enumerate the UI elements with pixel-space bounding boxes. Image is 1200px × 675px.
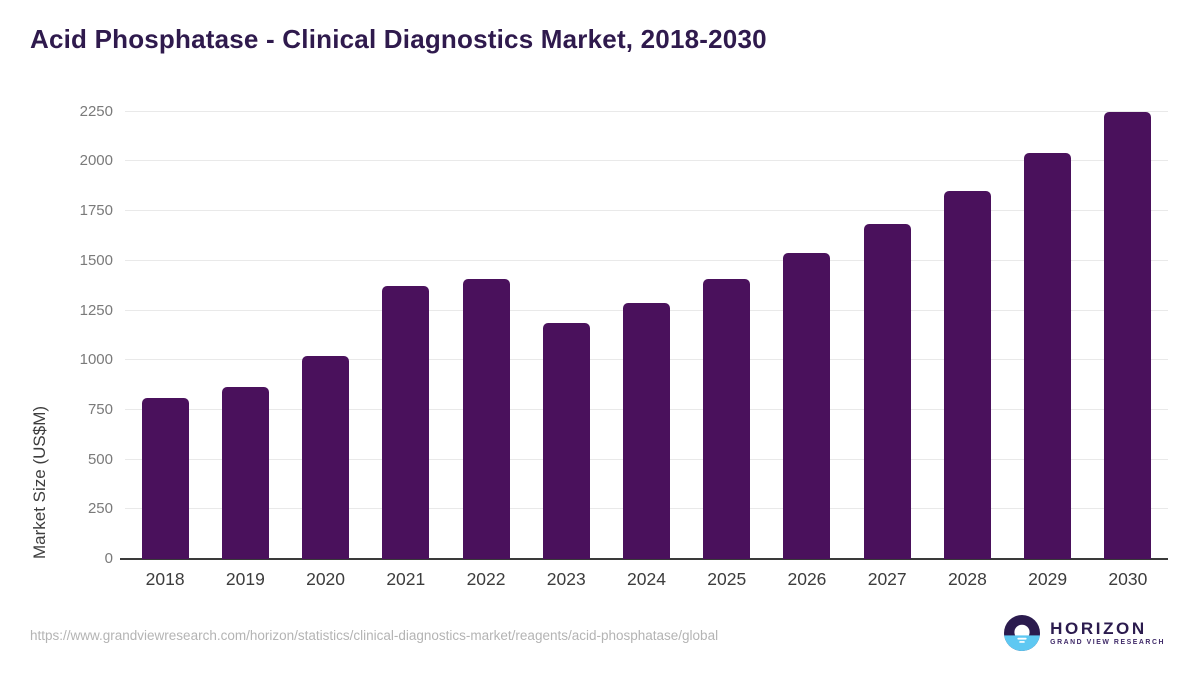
- logo-subtitle: GRAND VIEW RESEARCH: [1050, 639, 1165, 646]
- y-tick-label-1500: 1500: [79, 251, 113, 269]
- x-tick-label-2021: 2021: [386, 569, 426, 589]
- horizon-sun-icon: [1004, 615, 1041, 651]
- x-tick-label-2028: 2028: [947, 569, 987, 589]
- x-tick-label-2026: 2026: [787, 569, 827, 589]
- logo-text: HORIZON GRAND VIEW RESEARCH: [1050, 619, 1165, 647]
- bar-2021: [382, 285, 430, 559]
- y-tick-label-1000: 1000: [79, 351, 113, 369]
- x-tick-label-2030: 2030: [1108, 569, 1148, 589]
- bar-2023: [542, 323, 590, 559]
- y-tick-label-1250: 1250: [79, 301, 113, 319]
- x-tick-label-2020: 2020: [306, 569, 346, 589]
- plot-area: 0 250 500 750 1000 1250 1500 1750 2000 2250 2018 20…: [80, 100, 1168, 589]
- bar-2019: [221, 387, 269, 559]
- bar-2027: [863, 224, 911, 559]
- y-tick-label-250: 250: [87, 500, 113, 518]
- y-axis-title: Market Size (US$M): [30, 405, 49, 559]
- gridline-1750: [125, 210, 1168, 212]
- bar-2028: [943, 191, 991, 559]
- logo-name: HORIZON: [1050, 619, 1147, 638]
- x-tick-label-2024: 2024: [627, 569, 666, 589]
- bar-2026: [783, 252, 831, 559]
- bar-2022: [462, 278, 510, 559]
- x-tick-label-2023: 2023: [546, 569, 586, 589]
- bar-2024: [623, 302, 670, 559]
- footer: https://www.grandviewresearch.com/horizo…: [0, 613, 1200, 675]
- source-url: https://www.grandviewresearch.com/horizo…: [30, 628, 719, 643]
- y-tick-label-2000: 2000: [79, 152, 113, 170]
- gridline-2250: [125, 110, 1168, 112]
- y-tick-label-2250: 2250: [79, 102, 113, 120]
- chart-title: Acid Phosphatase - Clinical Diagnostics …: [30, 24, 767, 54]
- horizon-logo: HORIZON GRAND VIEW RESEARCH: [1004, 615, 1165, 651]
- bar-2025: [703, 278, 751, 559]
- x-tick-label-2022: 2022: [466, 569, 506, 589]
- y-tick-label-750: 750: [87, 400, 113, 418]
- x-tick-label-2029: 2029: [1028, 569, 1068, 589]
- y-tick-label-0: 0: [104, 550, 113, 567]
- x-tick-label-2019: 2019: [225, 569, 265, 589]
- bar-2018: [141, 397, 189, 559]
- y-tick-label-500: 500: [87, 450, 113, 468]
- x-tick-label-2027: 2027: [867, 569, 907, 589]
- x-tick-label-2018: 2018: [145, 569, 185, 589]
- x-axis-line: [120, 558, 1168, 560]
- bar-2020: [302, 356, 350, 559]
- gridline-1500: [125, 259, 1168, 261]
- y-tick-label-1750: 1750: [79, 202, 113, 220]
- x-tick-label-2025: 2025: [707, 569, 747, 589]
- gridline-2000: [125, 160, 1168, 162]
- bar-2029: [1024, 153, 1072, 559]
- bar-2030: [1104, 111, 1152, 559]
